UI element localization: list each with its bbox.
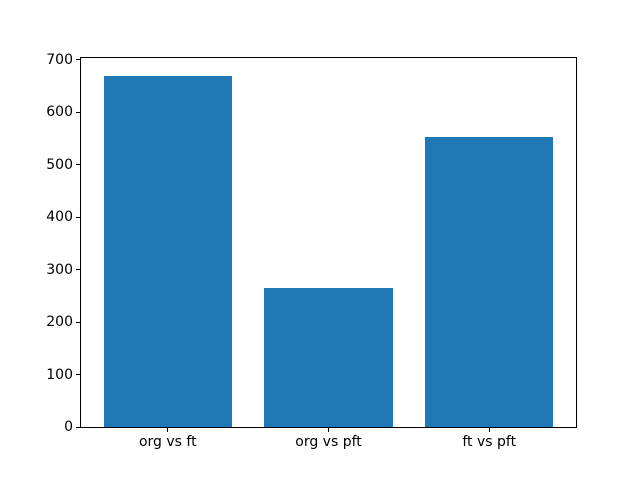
x-tick-mark-0 xyxy=(167,428,169,432)
x-tick-label-0: org vs ft xyxy=(138,434,197,450)
y-tick-label-2: 200 xyxy=(46,314,73,331)
y-tick-mark-5 xyxy=(76,164,80,166)
y-tick-mark-6 xyxy=(76,111,80,113)
plot-area xyxy=(80,57,577,428)
x-tick-label-2: ft vs pft xyxy=(462,434,517,450)
x-tick-mark-2 xyxy=(488,428,490,432)
y-tick-label-1: 100 xyxy=(46,366,73,383)
bar-0 xyxy=(103,75,233,427)
bar-2 xyxy=(424,137,554,427)
x-tick-label-1: org vs pft xyxy=(295,434,362,450)
y-tick-label-3: 300 xyxy=(46,261,73,278)
y-tick-mark-2 xyxy=(76,321,80,323)
y-tick-mark-3 xyxy=(76,269,80,271)
y-tick-mark-7 xyxy=(76,59,80,61)
y-tick-mark-1 xyxy=(76,374,80,376)
y-tick-label-4: 400 xyxy=(46,209,73,226)
y-tick-label-6: 600 xyxy=(46,104,73,121)
bar-1 xyxy=(264,288,393,427)
y-tick-label-5: 500 xyxy=(46,156,73,173)
y-tick-mark-0 xyxy=(76,426,80,428)
x-tick-mark-1 xyxy=(328,428,329,432)
y-tick-label-0: 0 xyxy=(64,419,73,435)
y-tick-label-7: 700 xyxy=(46,51,73,68)
y-tick-mark-4 xyxy=(76,216,80,218)
